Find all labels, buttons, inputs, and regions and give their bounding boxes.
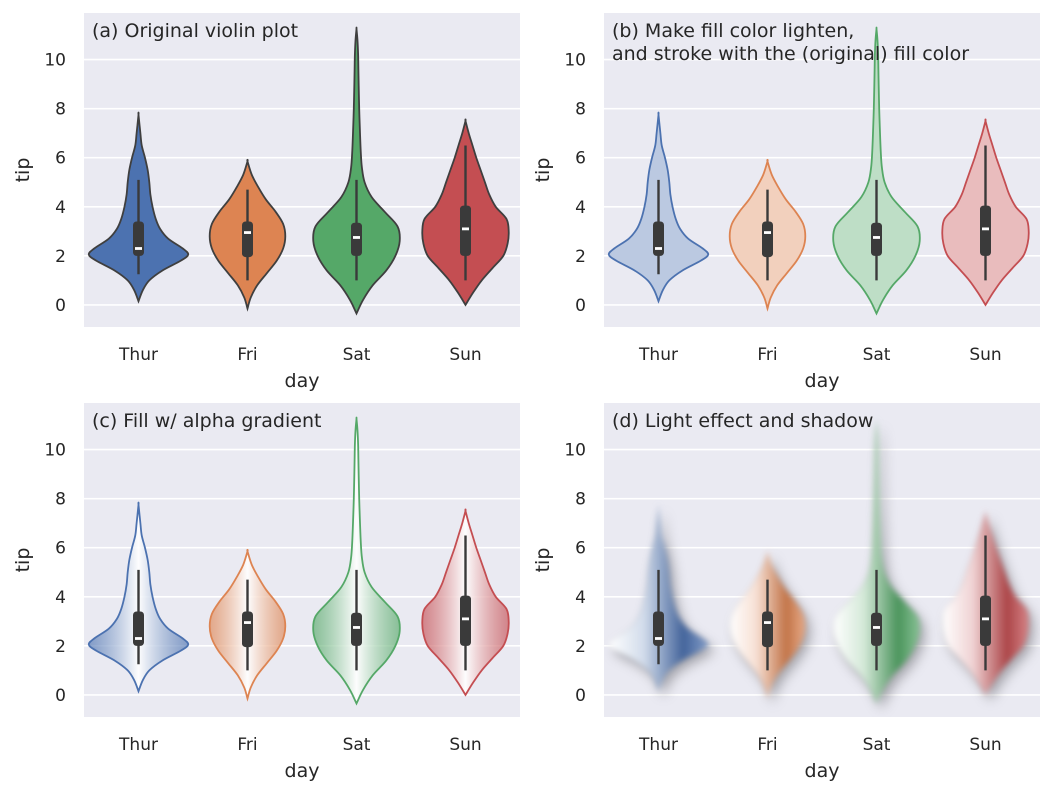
y-tick-label: 4	[575, 198, 586, 218]
x-tick-label: Sat	[863, 735, 891, 755]
y-tick-label: 8	[575, 100, 586, 120]
panel-title: (a) Original violin plot	[92, 20, 298, 42]
violin-sat	[833, 417, 920, 704]
y-axis-label: tip	[12, 158, 34, 183]
x-tick-label: Fri	[237, 735, 257, 755]
violin-sat	[832, 26, 921, 316]
x-tick-label: Sun	[969, 735, 1001, 755]
y-tick-label: 6	[55, 149, 66, 169]
violin-sun-box	[460, 205, 471, 256]
panel-title: (d) Light effect and shadow	[612, 410, 873, 432]
x-axis-label: day	[285, 370, 320, 392]
violin-thur-box	[653, 221, 664, 256]
y-tick-label: 10	[564, 441, 586, 461]
violin-sun-box	[460, 595, 471, 646]
y-axis-label: tip	[532, 548, 554, 573]
x-axis-label: day	[805, 370, 840, 392]
y-tick-label: 8	[55, 490, 66, 510]
violin-sat	[312, 26, 401, 316]
y-tick-label: 8	[575, 490, 586, 510]
x-tick-label: Fri	[757, 345, 777, 365]
x-tick-label: Fri	[237, 345, 257, 365]
y-tick-label: 4	[55, 588, 66, 608]
panel-1: (b) Make fill color lighten,and stroke w…	[532, 13, 1040, 392]
violin-fri-box	[762, 611, 773, 648]
panel-title: (b) Make fill color lighten,	[612, 20, 854, 42]
violin-sat-box	[871, 222, 882, 256]
violin-sun-box	[980, 205, 991, 256]
y-tick-label: 0	[575, 296, 586, 316]
violin-fri-box	[242, 221, 253, 258]
panel-title: and stroke with the (original) fill colo…	[612, 43, 969, 65]
x-tick-label: Thur	[118, 345, 158, 365]
violin-fri-box	[242, 611, 253, 648]
x-tick-label: Sun	[449, 735, 481, 755]
y-tick-label: 4	[55, 198, 66, 218]
violin-sat-box	[351, 222, 362, 256]
x-tick-label: Sun	[969, 345, 1001, 365]
violin-thur-box	[133, 611, 144, 646]
y-tick-label: 0	[575, 686, 586, 706]
panel-3: (d) Light effect and shadow 0 2 4 6 8 10 Thur Fr…	[532, 403, 1040, 782]
y-tick-label: 2	[55, 247, 66, 267]
violin-sat	[312, 416, 401, 706]
y-tick-label: 0	[55, 686, 66, 706]
violins	[87, 416, 510, 706]
y-tick-label: 6	[575, 149, 586, 169]
violin-fri-box	[762, 221, 773, 258]
y-tick-label: 10	[44, 51, 66, 71]
x-tick-label: Sat	[343, 735, 371, 755]
x-tick-label: Sat	[343, 345, 371, 365]
x-tick-label: Fri	[757, 735, 777, 755]
panel-0: (a) Original violin plot 0 2 4 6 8 10 Thur Fri Sa…	[12, 13, 520, 392]
x-tick-label: Thur	[638, 735, 678, 755]
panel-title: (c) Fill w/ alpha gradient	[92, 410, 321, 432]
y-tick-label: 2	[575, 247, 586, 267]
x-tick-label: Sat	[863, 345, 891, 365]
violin-sat-box	[351, 612, 362, 646]
x-tick-label: Sun	[449, 345, 481, 365]
y-tick-label: 10	[44, 441, 66, 461]
violins	[87, 26, 510, 316]
y-axis-label: tip	[12, 548, 34, 573]
y-tick-label: 4	[575, 588, 586, 608]
violin-sun-box	[980, 595, 991, 646]
y-tick-label: 2	[575, 637, 586, 657]
y-tick-label: 0	[55, 296, 66, 316]
x-tick-label: Thur	[118, 735, 158, 755]
y-axis-label: tip	[532, 158, 554, 183]
panel-2: (c) Fill w/ alpha gradient 0 2 4 6 8 10 Thur Fri…	[12, 403, 520, 782]
y-tick-label: 2	[55, 637, 66, 657]
violin-thur-box	[653, 611, 664, 646]
violins	[608, 417, 1034, 710]
y-tick-label: 6	[575, 539, 586, 559]
y-tick-label: 6	[55, 539, 66, 559]
x-axis-label: day	[285, 760, 320, 782]
x-tick-label: Thur	[638, 345, 678, 365]
y-tick-label: 8	[55, 100, 66, 120]
violin-sat-box	[871, 612, 882, 646]
violin-thur-box	[133, 221, 144, 256]
violins	[607, 26, 1030, 316]
y-tick-label: 10	[564, 51, 586, 71]
x-axis-label: day	[805, 760, 840, 782]
